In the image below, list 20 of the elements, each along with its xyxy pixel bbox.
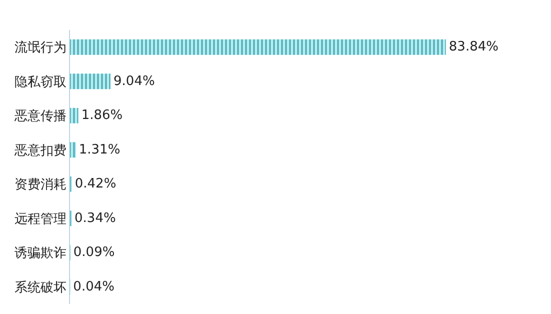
y-tick-label: 资费消耗	[14, 178, 66, 193]
bar	[70, 74, 111, 90]
data-label: 9.04%	[114, 74, 155, 89]
data-label: 0.34%	[74, 210, 116, 226]
data-label: 1.86%	[81, 108, 123, 124]
data-label: 1.31%	[78, 142, 120, 158]
y-tick-label: 恶意传播	[13, 109, 66, 124]
y-tick-label: 隐私窃取	[14, 74, 66, 90]
data-label: 0.42%	[74, 176, 116, 192]
data-label: 83.84%	[448, 40, 498, 55]
bar	[70, 39, 446, 55]
data-label: 0.04%	[73, 279, 114, 294]
data-label: 0.09%	[73, 245, 115, 260]
bar	[70, 108, 78, 124]
y-tick-label: 系统破坏	[14, 280, 66, 296]
y-tick-label: 诱骗欺诈	[14, 246, 66, 262]
y-tick-label: 恶意扣费	[13, 143, 66, 158]
bar	[70, 142, 76, 158]
y-tick-label: 流氓行为	[14, 40, 66, 56]
y-tick-label: 远程管理	[14, 212, 66, 227]
